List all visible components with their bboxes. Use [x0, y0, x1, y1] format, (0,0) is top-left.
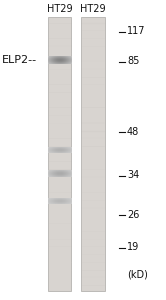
- Text: 48: 48: [127, 127, 139, 137]
- Text: (kD): (kD): [127, 269, 148, 280]
- Text: 19: 19: [127, 242, 139, 253]
- Text: ELP2--: ELP2--: [2, 55, 37, 65]
- Text: 26: 26: [127, 209, 139, 220]
- Text: 85: 85: [127, 56, 139, 67]
- Text: 34: 34: [127, 170, 139, 181]
- Text: HT29: HT29: [47, 4, 73, 14]
- Text: HT29: HT29: [80, 4, 106, 14]
- FancyBboxPatch shape: [48, 16, 71, 291]
- Text: 117: 117: [127, 26, 145, 37]
- FancyBboxPatch shape: [81, 16, 105, 291]
